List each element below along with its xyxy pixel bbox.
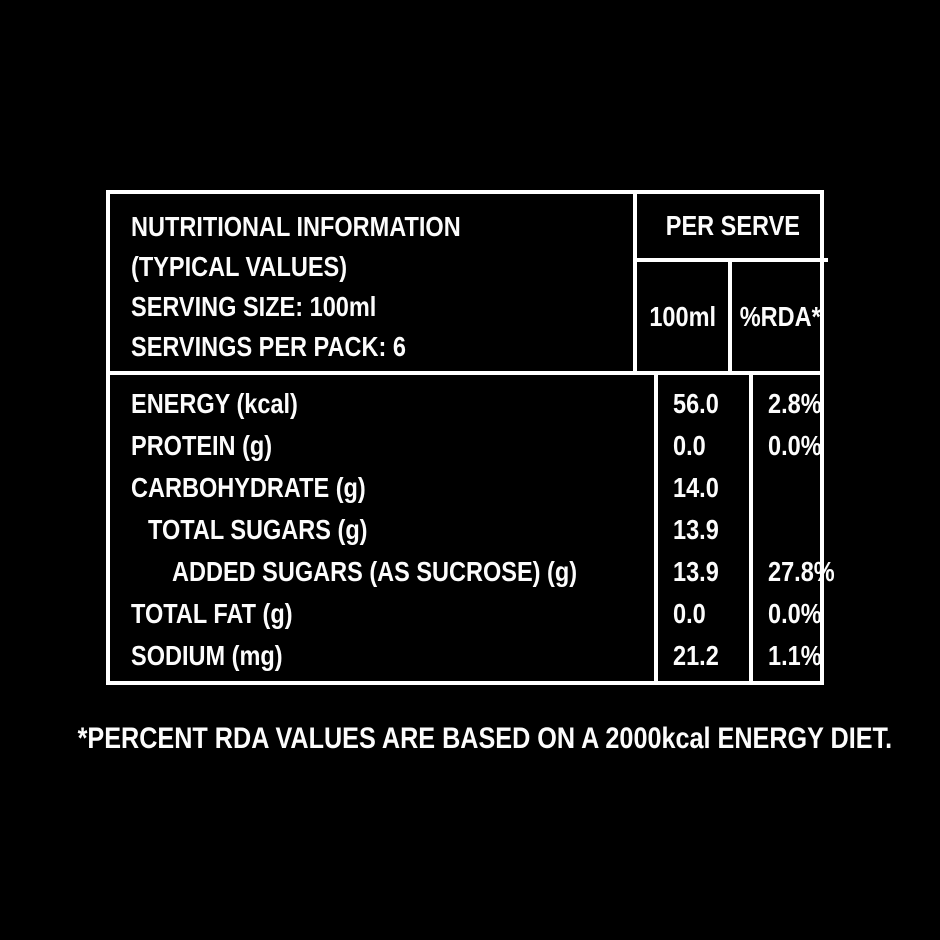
table-title-line2-text: (TYPICAL VALUES) bbox=[131, 251, 348, 282]
rda-value: 0.0% bbox=[768, 593, 847, 635]
serving-size-line: SERVING SIZE: 100ml bbox=[131, 287, 633, 327]
rda-column-header-cell: %RDA* bbox=[732, 262, 828, 371]
nutrient-label: TOTAL FAT (g) bbox=[131, 598, 293, 629]
table-row-label: TOTAL SUGARS (g) bbox=[131, 509, 654, 551]
amount-value: 13.9 bbox=[673, 509, 749, 551]
table-row-label: CARBOHYDRATE (g) bbox=[131, 467, 654, 509]
amount-value: 13.9 bbox=[673, 551, 749, 593]
rda-value-text: 27.8% bbox=[768, 556, 835, 587]
amount-value: 56.0 bbox=[673, 383, 749, 425]
rda-footnote: *PERCENT RDA VALUES ARE BASED ON A 2000k… bbox=[0, 722, 940, 756]
amount-column-header-cell: 100ml bbox=[637, 262, 732, 371]
table-title-line1-text: NUTRITIONAL INFORMATION bbox=[131, 211, 461, 242]
amount-column-header: 100ml bbox=[649, 300, 716, 332]
nutrient-label: TOTAL SUGARS (g) bbox=[148, 514, 368, 545]
amount-value-text: 13.9 bbox=[673, 556, 720, 587]
table-body-band: ENERGY (kcal) PROTEIN (g) CARBOHYDRATE (… bbox=[110, 375, 835, 681]
rda-value-text: 0.0% bbox=[768, 598, 822, 629]
nutrient-label: CARBOHYDRATE (g) bbox=[131, 472, 366, 503]
amount-value-text: 0.0 bbox=[673, 430, 706, 461]
table-row-label: ENERGY (kcal) bbox=[131, 383, 654, 425]
table-header-band: NUTRITIONAL INFORMATION (TYPICAL VALUES)… bbox=[110, 194, 829, 375]
amount-value: 0.0 bbox=[673, 593, 749, 635]
amount-value-column: 56.0 0.0 14.0 13.9 13.9 0.0 21.2 bbox=[658, 375, 754, 681]
amount-value-text: 0.0 bbox=[673, 598, 706, 629]
amount-value-text: 56.0 bbox=[673, 388, 720, 419]
rda-column-header: %RDA* bbox=[739, 300, 821, 332]
table-row-label: TOTAL FAT (g) bbox=[131, 593, 654, 635]
per-serve-subheaders: 100ml %RDA* bbox=[637, 262, 828, 371]
rda-value: 27.8% bbox=[768, 551, 847, 593]
rda-value bbox=[768, 509, 847, 551]
nutrient-label: ENERGY (kcal) bbox=[131, 388, 298, 419]
per-serve-header-group: PER SERVE 100ml %RDA* bbox=[637, 194, 829, 371]
rda-value-column: 2.8% 0.0% 27.8% 0.0% 1.1% bbox=[753, 375, 847, 681]
nutrition-table: NUTRITIONAL INFORMATION (TYPICAL VALUES)… bbox=[106, 190, 835, 685]
nutrient-label: ADDED SUGARS (AS SUCROSE) (g) bbox=[172, 556, 578, 587]
amount-value-text: 21.2 bbox=[673, 640, 720, 671]
amount-value-text: 14.0 bbox=[673, 472, 720, 503]
rda-value bbox=[768, 467, 847, 509]
table-row-label: SODIUM (mg) bbox=[131, 635, 654, 677]
amount-value-text: 13.9 bbox=[673, 514, 720, 545]
table-header-info-cell: NUTRITIONAL INFORMATION (TYPICAL VALUES)… bbox=[110, 194, 637, 371]
rda-value-text: 2.8% bbox=[768, 388, 822, 419]
nutrient-label: PROTEIN (g) bbox=[131, 430, 273, 461]
serving-size-text: SERVING SIZE: 100ml bbox=[131, 291, 377, 322]
table-row-label: PROTEIN (g) bbox=[131, 425, 654, 467]
per-serve-label: PER SERVE bbox=[665, 210, 800, 241]
rda-value: 0.0% bbox=[768, 425, 847, 467]
table-title-line2: (TYPICAL VALUES) bbox=[131, 247, 633, 287]
amount-value: 0.0 bbox=[673, 425, 749, 467]
servings-per-pack-line: SERVINGS PER PACK: 6 bbox=[131, 327, 633, 367]
table-row-label: ADDED SUGARS (AS SUCROSE) (g) bbox=[131, 551, 654, 593]
rda-value-text: 1.1% bbox=[768, 640, 822, 671]
servings-per-pack-text: SERVINGS PER PACK: 6 bbox=[131, 331, 406, 362]
rda-footnote-text: *PERCENT RDA VALUES ARE BASED ON A 2000k… bbox=[77, 722, 893, 755]
amount-value: 21.2 bbox=[673, 635, 749, 677]
amount-value: 14.0 bbox=[673, 467, 749, 509]
rda-value: 2.8% bbox=[768, 383, 847, 425]
nutrient-label: SODIUM (mg) bbox=[131, 640, 283, 671]
table-title-line1: NUTRITIONAL INFORMATION bbox=[131, 207, 633, 247]
nutrient-label-column: ENERGY (kcal) PROTEIN (g) CARBOHYDRATE (… bbox=[110, 375, 659, 681]
rda-value: 1.1% bbox=[768, 635, 847, 677]
per-serve-header-cell: PER SERVE bbox=[637, 194, 829, 262]
rda-value-text: 0.0% bbox=[768, 430, 822, 461]
